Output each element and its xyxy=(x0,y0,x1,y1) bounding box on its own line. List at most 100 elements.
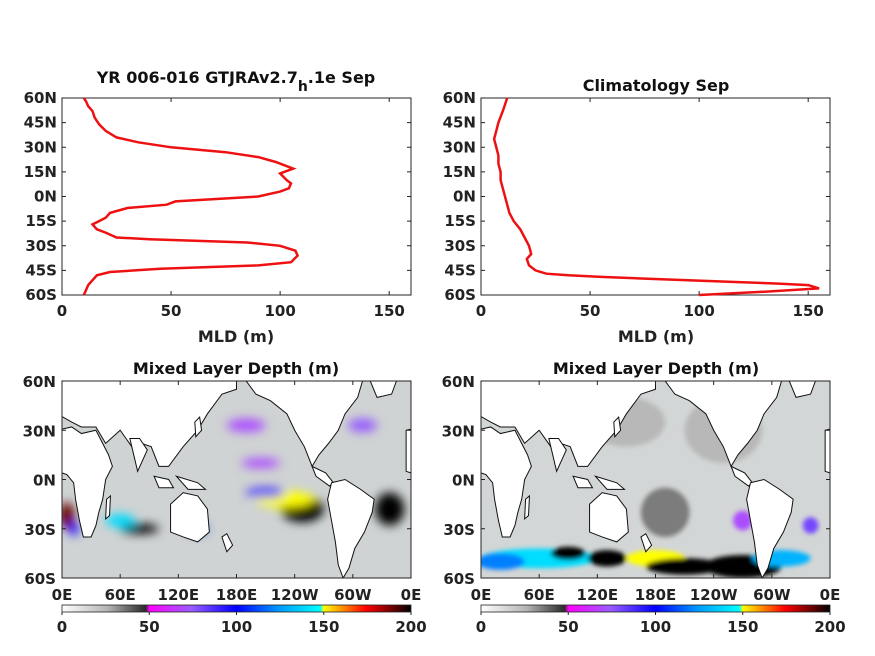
lon-tick-label: 180E xyxy=(216,586,258,604)
xtick-label: 50 xyxy=(580,302,601,320)
colorbar-tick-label: 100 xyxy=(221,618,252,636)
xtick-label: 0 xyxy=(57,302,67,320)
mld-field-patch xyxy=(645,558,724,575)
colorbar-tick-label: 50 xyxy=(558,618,579,636)
lon-tick-label: 120E xyxy=(158,586,200,604)
map-title-climatology: Mixed Layer Depth (m) xyxy=(553,359,759,378)
land-mass xyxy=(370,381,396,397)
xtick-label: 150 xyxy=(793,302,824,320)
xtick-label: 100 xyxy=(683,302,714,320)
lon-tick-label: 0E xyxy=(820,586,841,604)
land-mass xyxy=(406,427,411,537)
land-mass xyxy=(106,496,111,519)
land-mass xyxy=(195,417,202,437)
ytick-label: 45S xyxy=(444,261,476,279)
land-mass xyxy=(62,427,112,537)
mld-profile-line-model xyxy=(82,97,300,296)
colorbar-tick-label: 150 xyxy=(727,618,758,636)
land-mass xyxy=(154,476,173,487)
ytick-label: 30N xyxy=(24,138,57,156)
lon-tick-label: 0E xyxy=(471,586,492,604)
land-mass xyxy=(481,427,531,537)
colorbar-tick-label: 0 xyxy=(476,618,486,636)
lat-tick-label: 30N xyxy=(23,422,56,440)
lon-tick-label: 0E xyxy=(52,586,73,604)
xtick-label: 150 xyxy=(374,302,405,320)
xtick-label: 0 xyxy=(476,302,486,320)
xlabel-model: MLD (m) xyxy=(198,327,274,346)
land-mass xyxy=(246,381,362,466)
colorbar-tick-label: 200 xyxy=(814,618,845,636)
xlabel-climatology: MLD (m) xyxy=(618,327,694,346)
mld-field-patch xyxy=(550,546,586,560)
ytick-label: 60N xyxy=(24,89,57,107)
land-mass xyxy=(825,427,830,537)
mld-field-patch xyxy=(733,510,753,531)
lat-tick-label: 0N xyxy=(33,472,56,490)
lat-tick-label: 60S xyxy=(443,570,475,588)
xtick-label: 100 xyxy=(264,302,295,320)
lat-tick-label: 60N xyxy=(23,373,56,391)
land-mass xyxy=(595,476,624,489)
mld-field-patch xyxy=(375,492,405,526)
land-mass xyxy=(549,438,566,471)
mld-field-patch xyxy=(481,553,525,570)
lon-tick-label: 60W xyxy=(753,586,791,604)
lat-tick-label: 30S xyxy=(443,521,475,539)
land-mass xyxy=(222,534,233,552)
colorbar-tick-label: 150 xyxy=(308,618,339,636)
lat-tick-label: 60N xyxy=(442,373,475,391)
lon-tick-label: 120E xyxy=(577,586,619,604)
mld-field-patch xyxy=(68,522,79,536)
xtick-label: 50 xyxy=(161,302,182,320)
ytick-label: 45N xyxy=(443,114,476,132)
ytick-label: 15S xyxy=(25,212,57,230)
panel-title-climatology: Climatology Sep xyxy=(583,76,730,95)
lat-tick-label: 0N xyxy=(452,472,475,490)
mld-field-patch xyxy=(241,458,281,469)
profile-panel-climatology: Climatology Sep 60N 45N 30N 15N 0N 15S 30S 45S 6… xyxy=(443,76,831,346)
colorbar-tick-label: 50 xyxy=(139,618,160,636)
ytick-label: 15S xyxy=(444,212,476,230)
land-mass xyxy=(573,476,592,487)
land-mass xyxy=(614,417,621,437)
colorbar-climatology xyxy=(480,604,831,613)
mld-field-patch xyxy=(105,513,135,528)
land-mass xyxy=(481,381,655,466)
profile-panel-model: YR 006-016 GTJRAv2.7h.1e Sep 60N 45N 30N 15… xyxy=(24,68,412,346)
ytick-label: 60N xyxy=(443,89,476,107)
land-mass xyxy=(525,496,530,519)
land-mass xyxy=(590,493,629,542)
lon-tick-label: 180E xyxy=(635,586,677,604)
ytick-label: 45S xyxy=(25,261,57,279)
colorbar-tick-label: 0 xyxy=(57,618,67,636)
lon-tick-label: 60E xyxy=(105,586,136,604)
ytick-label: 15N xyxy=(443,163,476,181)
mld-field-patch xyxy=(246,487,285,498)
colorbar-model xyxy=(61,604,412,613)
ytick-label: 30N xyxy=(443,138,476,156)
lon-tick-label: 120W xyxy=(271,586,319,604)
land-mass xyxy=(747,480,794,578)
map-title-model: Mixed Layer Depth (m) xyxy=(133,359,339,378)
ytick-label: 30S xyxy=(25,237,57,255)
lat-tick-label: 60S xyxy=(24,570,56,588)
land-mass xyxy=(62,381,236,466)
land-mass xyxy=(789,381,815,397)
mld-field-patch xyxy=(120,523,159,534)
mld-field-patch xyxy=(587,550,627,567)
lat-tick-label: 30S xyxy=(24,521,56,539)
ytick-label: 60S xyxy=(444,286,476,304)
ytick-label: 0N xyxy=(34,188,57,206)
lat-tick-label: 30N xyxy=(442,422,475,440)
land-mass xyxy=(328,480,375,578)
colorbar-tick-label: 200 xyxy=(395,618,426,636)
land-mass xyxy=(665,381,781,466)
colorbar-tick-label: 100 xyxy=(640,618,671,636)
lon-tick-label: 60E xyxy=(524,586,555,604)
lon-tick-label: 0E xyxy=(401,586,422,604)
land-mass xyxy=(176,476,205,489)
